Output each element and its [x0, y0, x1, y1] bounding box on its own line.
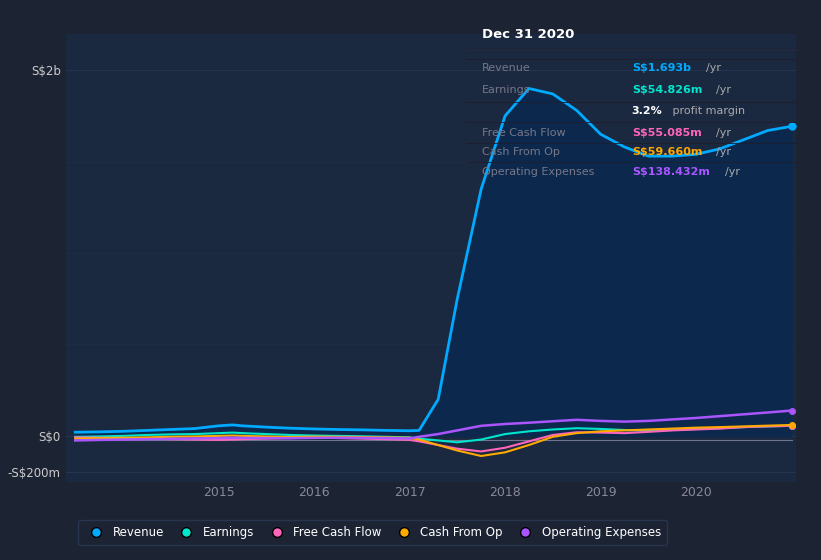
- Text: /yr: /yr: [706, 63, 721, 73]
- Text: S$59.660m: S$59.660m: [632, 147, 702, 157]
- Text: Revenue: Revenue: [482, 63, 531, 73]
- Text: S$54.826m: S$54.826m: [632, 85, 702, 95]
- Text: S$55.085m: S$55.085m: [632, 128, 701, 138]
- Text: Operating Expenses: Operating Expenses: [482, 166, 594, 176]
- Text: profit margin: profit margin: [669, 106, 745, 116]
- Text: /yr: /yr: [716, 128, 731, 138]
- Text: /yr: /yr: [716, 147, 731, 157]
- Text: S$1.693b: S$1.693b: [632, 63, 690, 73]
- Text: Earnings: Earnings: [482, 85, 530, 95]
- Legend: Revenue, Earnings, Free Cash Flow, Cash From Op, Operating Expenses: Revenue, Earnings, Free Cash Flow, Cash …: [78, 520, 667, 545]
- Text: /yr: /yr: [716, 85, 731, 95]
- Text: Dec 31 2020: Dec 31 2020: [482, 28, 575, 41]
- Text: Free Cash Flow: Free Cash Flow: [482, 128, 566, 138]
- Text: S$138.432m: S$138.432m: [632, 166, 709, 176]
- Text: Cash From Op: Cash From Op: [482, 147, 560, 157]
- Text: 3.2%: 3.2%: [632, 106, 663, 116]
- Text: /yr: /yr: [725, 166, 740, 176]
